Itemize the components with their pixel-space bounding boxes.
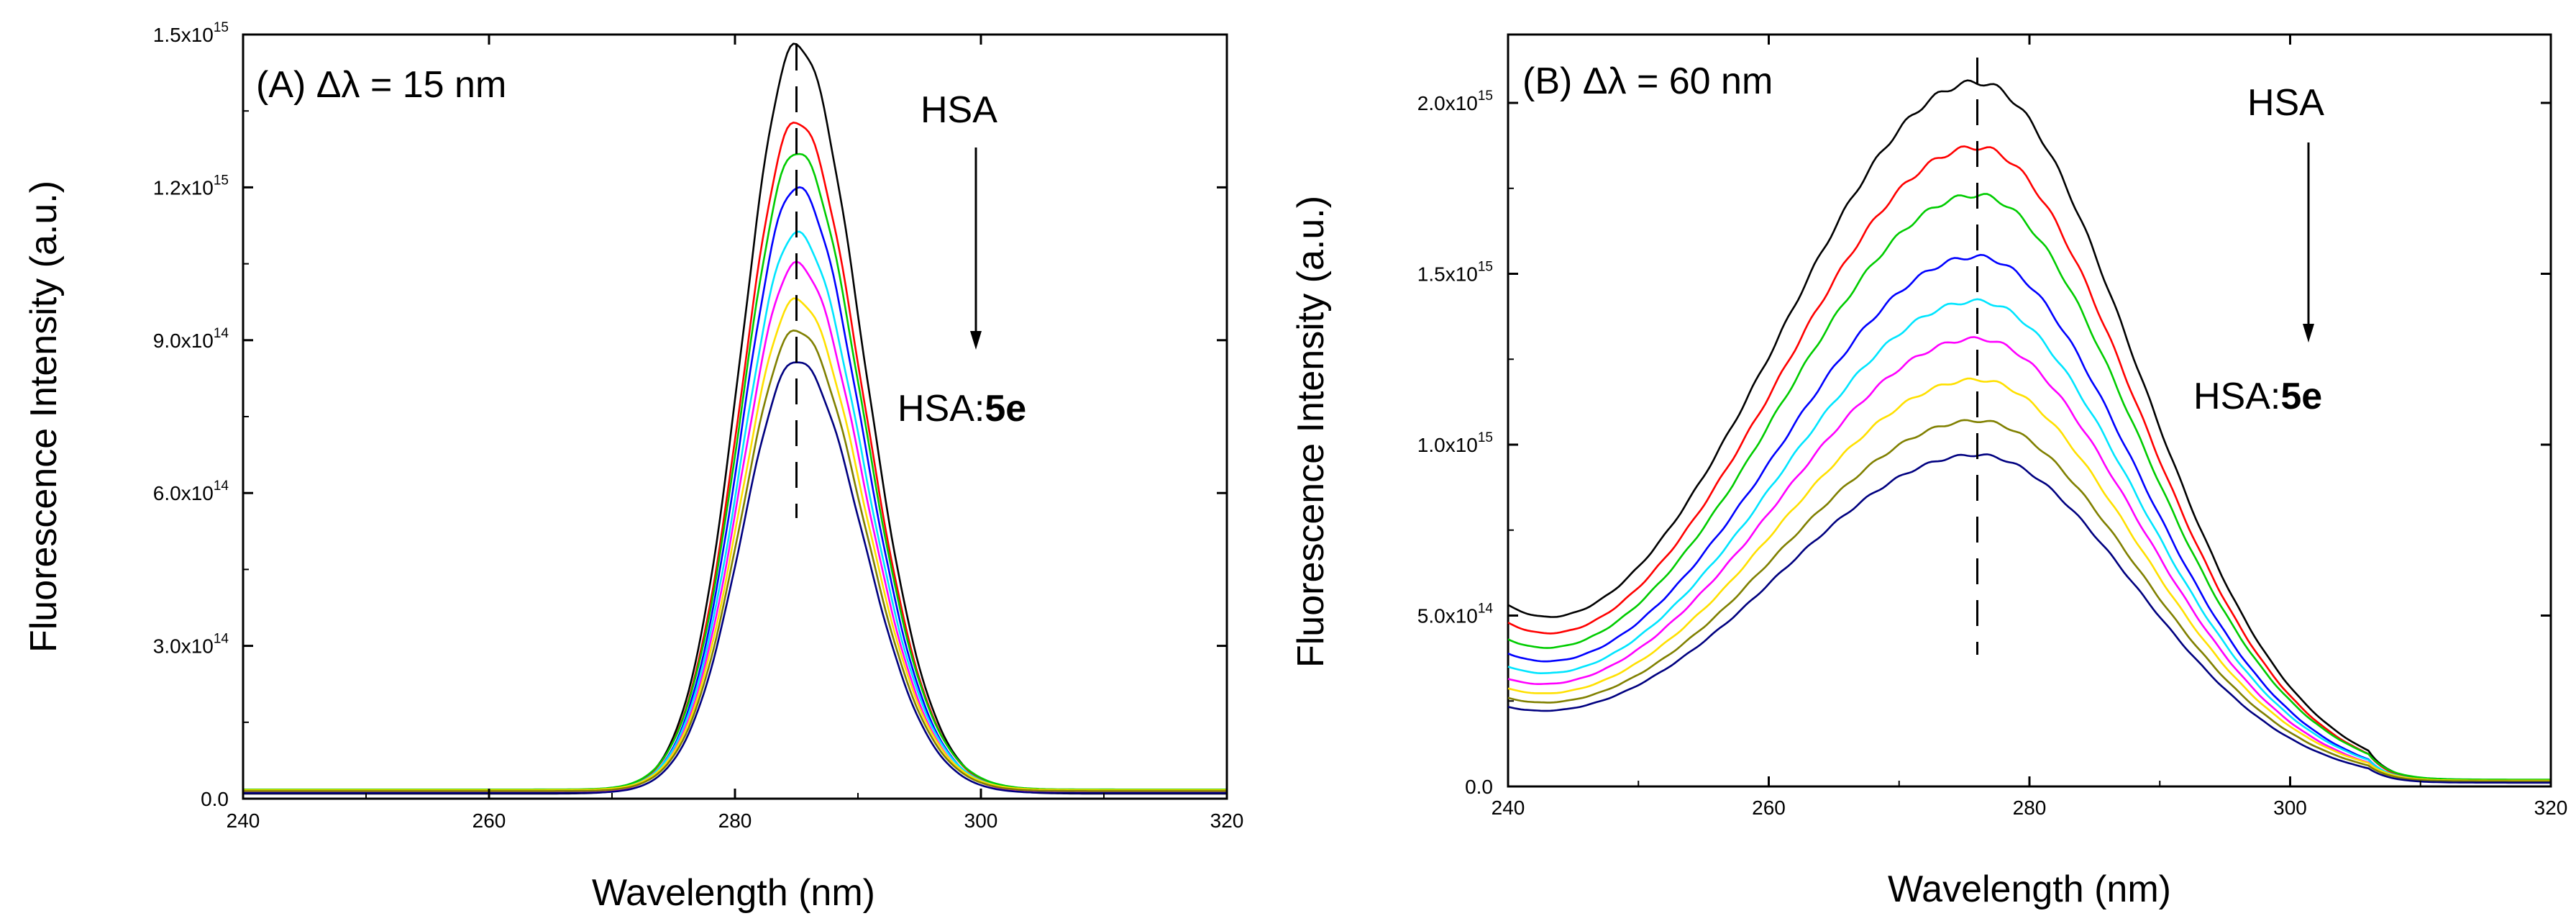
panel-a-title: (A) Δλ = 15 nm — [256, 64, 506, 106]
y-tick-exponent: 14 — [214, 632, 229, 647]
panel-a-x-tick-label: 300 — [964, 809, 998, 832]
panel-b-x-tick-label: 320 — [2534, 797, 2568, 819]
y-tick-base: 9.0x10 — [153, 330, 214, 352]
panel-b-y-axis-title: Fluorescence Intensity (a.u.) — [1290, 196, 1332, 668]
panel-b-y-tick-label: 1.5x1015 — [1417, 260, 1493, 286]
panel-a-x-tick-label: 260 — [472, 809, 506, 832]
panel-a-series-7 — [243, 297, 1227, 791]
panel-a-y-tick-label: 1.5x1015 — [153, 20, 229, 46]
y-tick-base: 3.0x10 — [153, 635, 214, 658]
panel-a-x-axis-title: Wavelength (nm) — [592, 872, 875, 914]
panel-a-x-tick-label: 320 — [1210, 809, 1244, 832]
panel-b-plot-frame — [1507, 33, 2552, 788]
panel-b-annotation-bottom: HSA:5e — [2193, 376, 2322, 417]
panel-a-arrow-head — [970, 331, 982, 350]
panel-b-annotation-bottom-prefix: HSA: — [2193, 376, 2280, 417]
y-tick-exponent: 15 — [1478, 89, 1493, 104]
panel-a-y-tick-label: 3.0x1014 — [153, 632, 229, 658]
panel-a-annotation-bottom-bold: 5e — [985, 388, 1026, 430]
panel-a-y-axis-title: Fluorescence Intensity (a.u.) — [23, 181, 65, 653]
y-tick-base: 0.0 — [201, 788, 229, 810]
panel-a: 240 260 280 300 3200.03.0x10146.0x10149.0x10… — [23, 20, 1243, 914]
y-tick-exponent: 14 — [214, 326, 229, 341]
y-tick-base: 1.2x10 — [153, 176, 214, 199]
y-tick-exponent: 15 — [214, 173, 229, 188]
panel-b-series-5 — [1507, 298, 2551, 782]
panel-b-curves — [1507, 79, 2551, 784]
panel-a-x-tick-label: 240 — [227, 809, 260, 832]
panel-a-annotation-top: HSA — [921, 89, 997, 131]
panel-a-axes: 240 260 280 300 3200.03.0x10146.0x10149.0x10… — [153, 20, 1244, 832]
panel-b-y-tick-label: 0.0 — [1465, 776, 1493, 798]
y-tick-base: 5.0x10 — [1417, 605, 1478, 627]
panel-b-x-tick-label: 260 — [1752, 797, 1786, 819]
panel-b-arrow-head — [2303, 324, 2314, 342]
panel-b-series-1 — [1507, 79, 2551, 783]
panel-a-y-tick-label: 6.0x1014 — [153, 478, 229, 504]
panel-b-series-7 — [1507, 377, 2551, 782]
y-tick-exponent: 15 — [1478, 430, 1493, 445]
panel-a-plot-frame — [242, 33, 1228, 800]
y-tick-base: 6.0x10 — [153, 482, 214, 504]
y-tick-base: 1.5x10 — [1417, 263, 1478, 286]
panel-a-y-tick-label: 0.0 — [201, 788, 229, 810]
panel-b-y-tick-label: 1.0x1015 — [1417, 430, 1493, 456]
panel-b-title: (B) Δλ = 60 nm — [1522, 60, 1773, 102]
panel-a-annotation-bottom-prefix: HSA: — [898, 388, 985, 430]
panel-b-y-tick-label: 2.0x1015 — [1417, 89, 1493, 114]
panel-a-curves — [243, 42, 1227, 795]
panel-b-x-axis-title: Wavelength (nm) — [1888, 868, 2171, 910]
panel-a-annotation-bottom: HSA:5e — [898, 388, 1026, 430]
y-tick-exponent: 15 — [1478, 260, 1493, 275]
panel-a-y-tick-label: 9.0x1014 — [153, 326, 229, 352]
y-tick-exponent: 14 — [214, 478, 229, 494]
panel-b-series-9 — [1507, 453, 2551, 784]
panel-a-y-tick-label: 1.2x1015 — [153, 173, 229, 199]
panel-b-annotation-bottom-bold: 5e — [2280, 376, 2322, 417]
y-tick-exponent: 15 — [214, 20, 229, 35]
y-tick-exponent: 14 — [1478, 602, 1494, 617]
panel-b: 240 260 280 300 3200.05.0x10141.0x10151.5x10… — [1290, 33, 2568, 910]
panel-b-x-tick-label: 240 — [1492, 797, 1525, 819]
panel-b-x-tick-label: 300 — [2273, 797, 2307, 819]
panel-b-axes: 240 260 280 300 3200.05.0x10141.0x10151.5x10… — [1417, 35, 2568, 819]
panel-b-x-tick-label: 280 — [2013, 797, 2047, 819]
panel-b-y-tick-label: 5.0x1014 — [1417, 602, 1494, 627]
y-tick-base: 0.0 — [1465, 776, 1493, 798]
panel-b-series-3 — [1507, 193, 2551, 781]
y-tick-base: 1.0x10 — [1417, 434, 1478, 456]
panel-a-x-tick-label: 280 — [718, 809, 752, 832]
y-tick-base: 1.5x10 — [153, 24, 214, 46]
y-tick-base: 2.0x10 — [1417, 92, 1478, 114]
panel-b-series-8 — [1507, 419, 2551, 783]
panel-a-series-9 — [243, 361, 1227, 794]
panel-b-annotation-top: HSA — [2247, 82, 2324, 124]
panel-a-series-8 — [243, 329, 1227, 792]
panel-a-series-6 — [243, 260, 1227, 794]
